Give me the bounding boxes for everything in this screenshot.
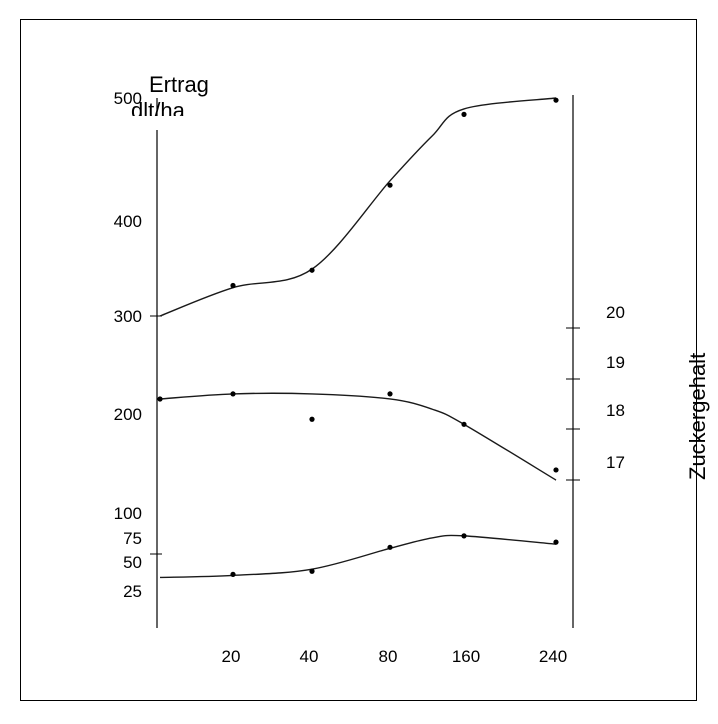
right-tick-label: 19: [606, 353, 625, 372]
data-point: [230, 282, 236, 289]
data-point: [553, 467, 559, 473]
data-point: [309, 568, 315, 574]
series-line-1: [159, 97, 557, 317]
data-point: [387, 182, 393, 188]
x-tick-label: 160: [452, 647, 480, 666]
chart-frame: [20, 19, 697, 701]
right-tick-label: 17: [606, 453, 625, 472]
data-point: [387, 391, 393, 397]
data-point: [230, 391, 236, 397]
left-tick-label: 75: [123, 529, 142, 548]
left-axis-title: Ertrag: [149, 72, 209, 97]
left-tick-label: 400: [114, 212, 142, 231]
data-point: [387, 544, 393, 550]
data-point: [461, 533, 467, 539]
x-tick-label: 240: [539, 647, 567, 666]
unit-label-clip: [128, 116, 228, 130]
x-tick-label: 20: [222, 647, 241, 666]
left-tick-label: 300: [114, 307, 142, 326]
left-tick-label: 25: [123, 582, 142, 601]
series-line-2: [159, 392, 557, 481]
data-point: [553, 539, 559, 545]
data-point: [553, 97, 559, 103]
x-tick-label: 40: [300, 647, 319, 666]
left-tick-label: 100: [114, 504, 142, 523]
data-point: [309, 416, 315, 422]
series-line-3: [159, 534, 557, 579]
left-tick-label: 500: [114, 89, 142, 108]
data-point: [157, 396, 163, 402]
left-tick-label: 200: [114, 405, 142, 424]
x-tick-label: 80: [379, 647, 398, 666]
left-tick-label: 50: [123, 553, 142, 572]
data-point: [230, 571, 236, 577]
data-point: [461, 111, 467, 117]
data-point: [309, 267, 315, 273]
right-tick-label: 18: [606, 401, 625, 420]
data-point: [461, 421, 467, 427]
right-tick-label: 20: [606, 303, 625, 322]
right-axis-title: Zuckergehalt: [685, 353, 710, 480]
